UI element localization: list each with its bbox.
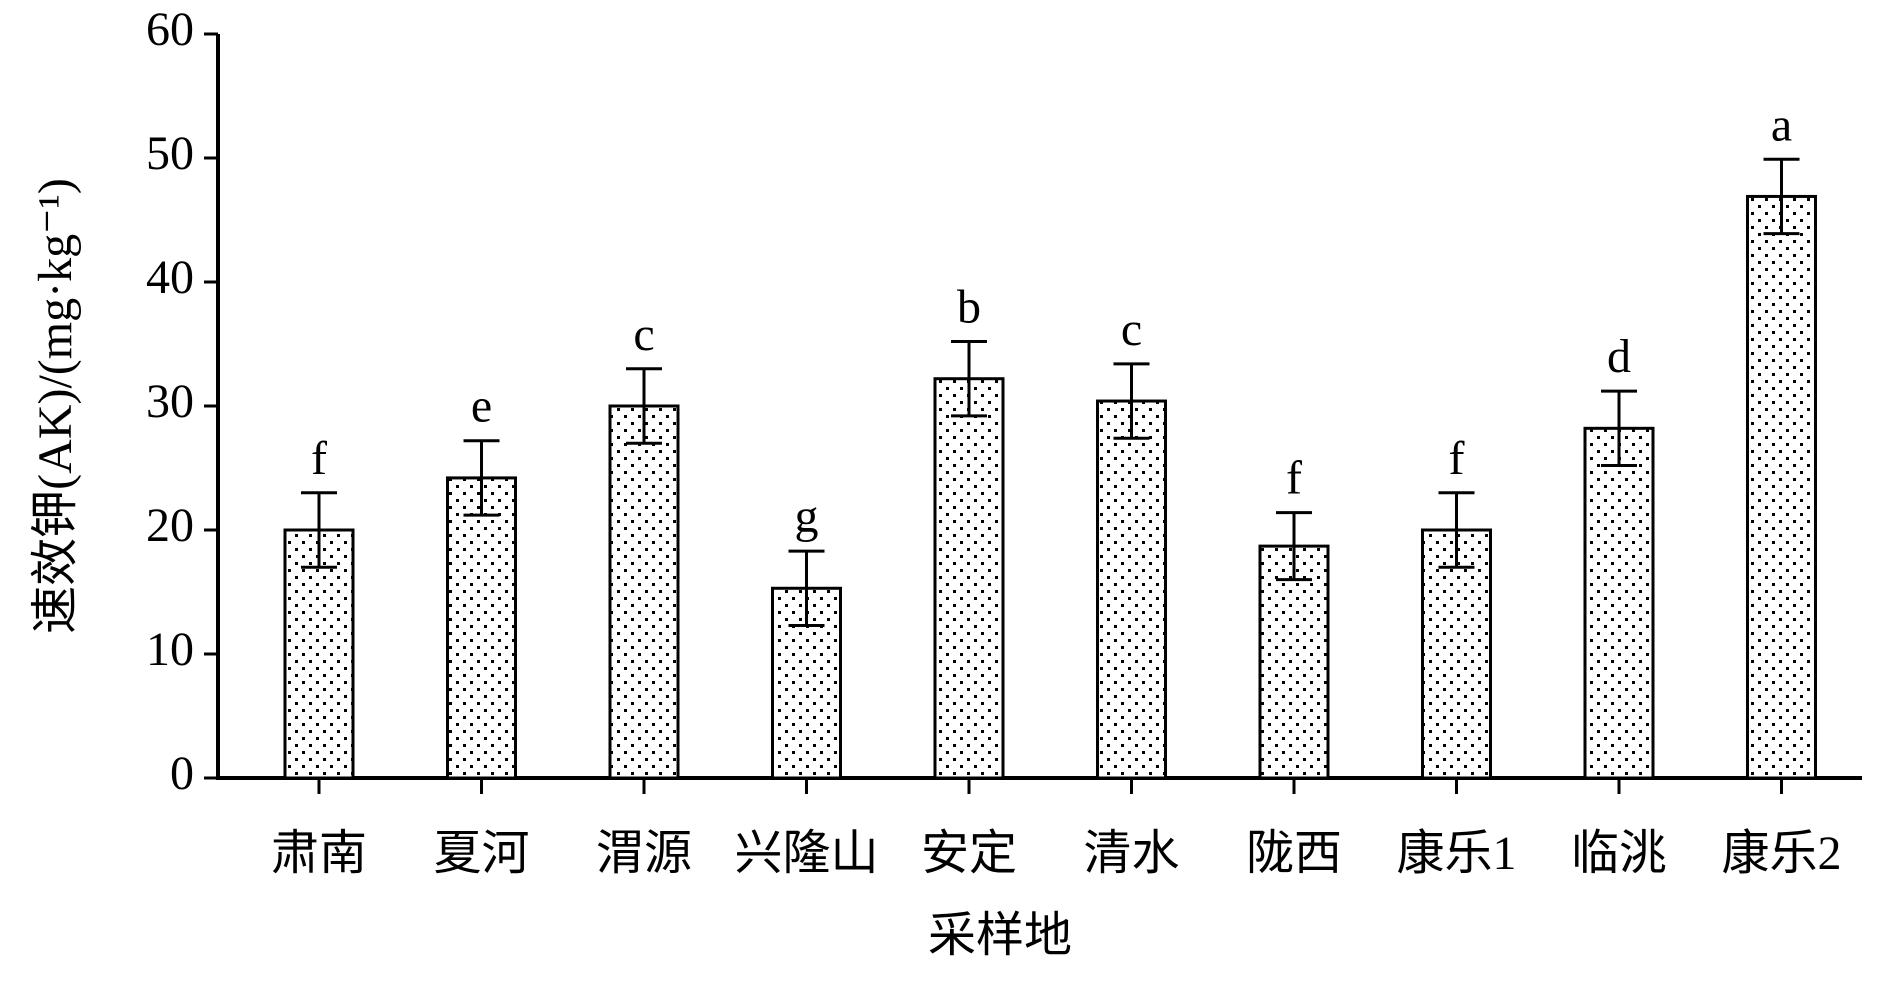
bar (1258, 544, 1330, 780)
y-tick-label: 30 (146, 375, 194, 428)
bar (1421, 528, 1492, 780)
significance-letter: e (471, 380, 492, 433)
bar (1583, 426, 1655, 780)
y-tick-label: 10 (146, 623, 194, 676)
x-tick-label: 康乐2 (1721, 827, 1841, 880)
x-tick-label: 兴隆山 (734, 827, 878, 880)
bar (446, 476, 517, 780)
significance-letter: a (1771, 98, 1792, 151)
x-tick-label: 清水 (1083, 827, 1179, 880)
x-axis-label: 采样地 (928, 909, 1072, 962)
y-tick-label: 0 (170, 747, 194, 800)
y-tick-label: 20 (146, 499, 194, 552)
significance-letter: f (311, 432, 327, 485)
x-tick-label: 安定 (921, 827, 1017, 880)
x-tick-label: 陇西 (1246, 827, 1342, 880)
bar (1096, 399, 1167, 780)
y-tick-label: 40 (146, 251, 194, 304)
x-tick-label: 渭源 (596, 827, 692, 880)
significance-letter: d (1607, 330, 1631, 383)
x-tick-label: 临洮 (1571, 827, 1667, 880)
significance-letter: g (795, 490, 819, 543)
y-tick-label: 50 (146, 127, 194, 180)
bar (1746, 194, 1817, 780)
significance-letter: f (1286, 452, 1302, 505)
significance-letter: c (1121, 303, 1142, 356)
x-tick-label: 夏河 (433, 827, 529, 880)
y-tick-label: 60 (146, 3, 194, 56)
significance-letter: f (1449, 432, 1465, 485)
bar (933, 377, 1005, 780)
x-tick-label: 康乐1 (1396, 827, 1516, 880)
significance-letter: c (633, 308, 654, 361)
x-tick-label: 肃南 (271, 827, 367, 880)
y-axis-label: 速效钾(AK)/(mg·kg⁻¹) (29, 178, 82, 634)
bar (608, 404, 680, 780)
significance-letter: b (957, 281, 981, 334)
